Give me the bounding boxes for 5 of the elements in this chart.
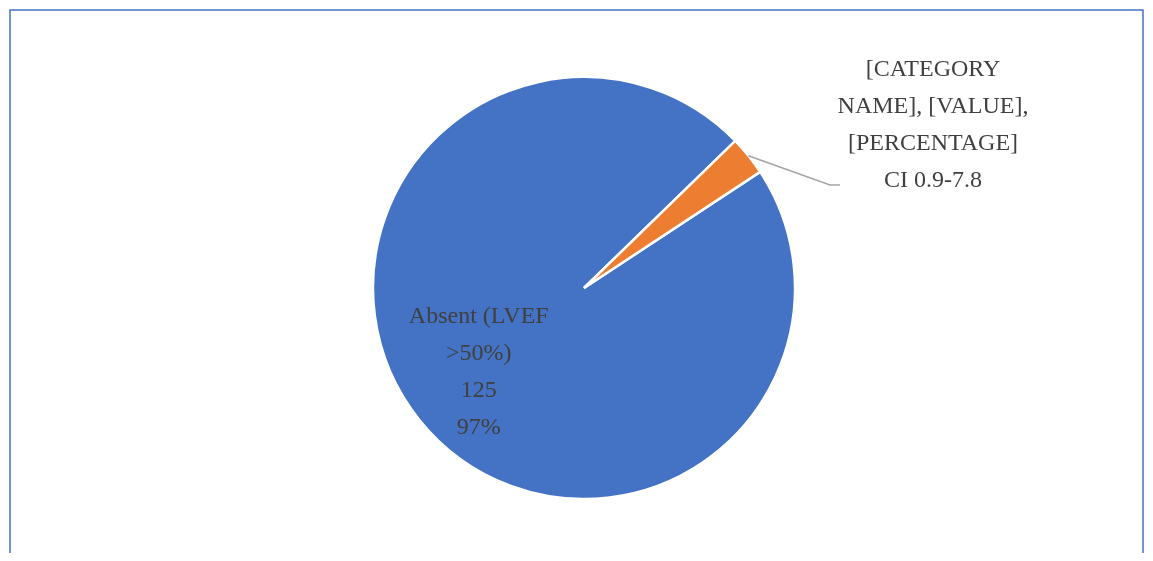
slice-label: Absent (LVEF >50%) xyxy=(408,301,549,365)
data-label: 125 97% xyxy=(456,375,501,439)
slice-label: [CATEGORY NAME], [VALUE], [PERCENTAGE] CI 0.9-7.8 xyxy=(837,54,1029,192)
pie-slice xyxy=(371,75,796,500)
pie-slice xyxy=(582,139,762,290)
